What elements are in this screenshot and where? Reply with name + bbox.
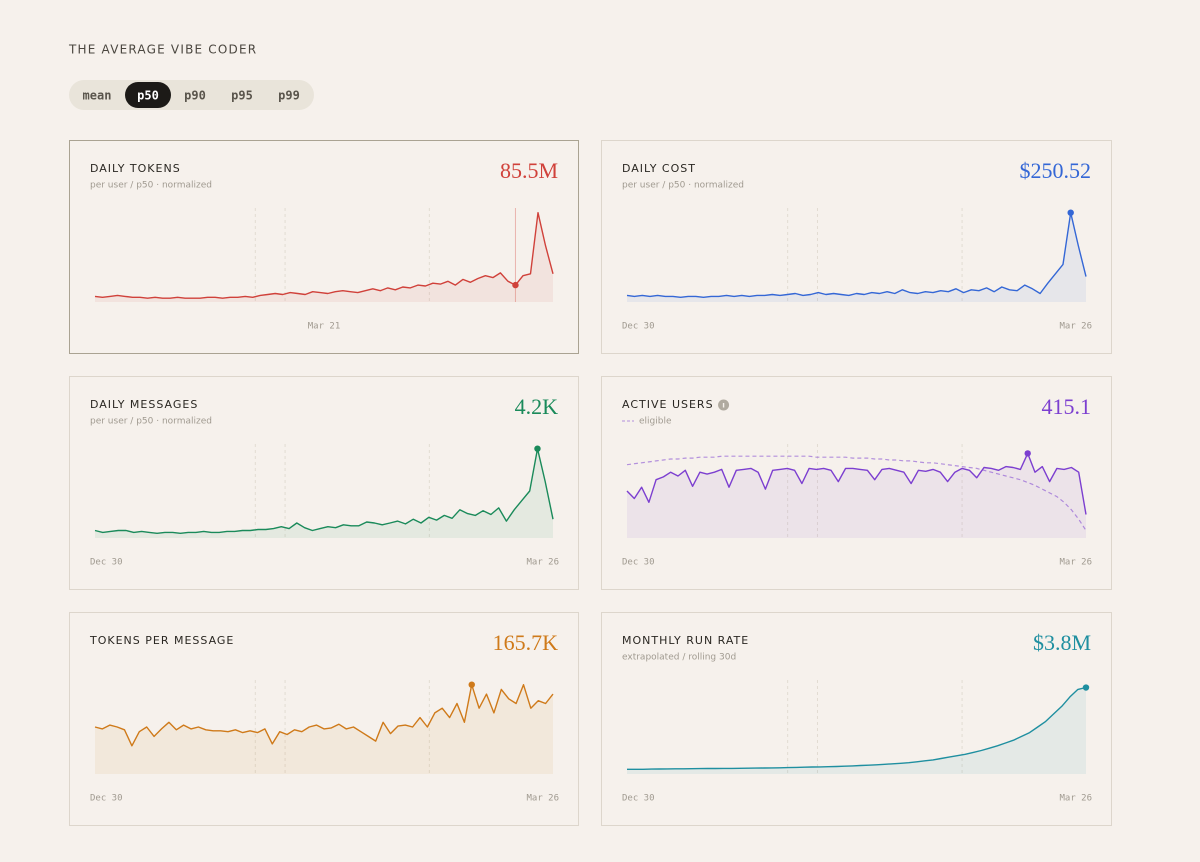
card-title: DAILY MESSAGES <box>90 398 198 411</box>
card-title: TOKENS PER MESSAGE <box>89 634 234 647</box>
toggle-option[interactable]: p90 <box>184 89 206 103</box>
card-subtitle: per user / p50 · normalized <box>90 181 212 191</box>
area <box>627 453 1086 538</box>
card-subtitle: extrapolated / rolling 30d <box>622 653 736 663</box>
headline-value: $3.8M <box>1033 630 1091 655</box>
x-label: Dec 30 <box>90 794 123 804</box>
line <box>627 686 1087 770</box>
page-title: THE AVERAGE VIBE CODER <box>68 43 257 57</box>
toggle-option[interactable]: p95 <box>231 89 253 103</box>
legend-label: eligible <box>639 417 672 427</box>
card-title: DAILY COST <box>622 162 696 175</box>
x-label: Dec 30 <box>622 794 655 804</box>
headline-value: 415.1 <box>1042 394 1092 419</box>
x-label: Mar 26 <box>526 558 559 568</box>
card-frame <box>69 140 579 354</box>
card-frame <box>601 612 1112 826</box>
card-frame <box>69 612 579 826</box>
headline-value: $250.52 <box>1020 158 1092 183</box>
marker-dot <box>1067 209 1074 216</box>
line <box>626 212 1087 298</box>
chart-card: TOKENS PER MESSAGE 165.7K Dec 30 Mar 26 <box>69 612 579 826</box>
marker-dot <box>1024 450 1031 457</box>
card-frame <box>601 140 1112 354</box>
x-label: Mar 26 <box>526 794 559 804</box>
card-title: ACTIVE USERS <box>622 398 714 411</box>
headline-value: 165.7K <box>493 630 559 655</box>
card-title: MONTHLY RUN RATE <box>622 634 749 647</box>
area <box>95 448 553 538</box>
card-frame <box>601 376 1112 590</box>
x-label: Mar 26 <box>1059 322 1092 332</box>
line <box>94 212 554 299</box>
x-label: Dec 30 <box>622 322 655 332</box>
chart-card: MONTHLY RUN RATE extrapolated / rolling 3… <box>601 612 1112 826</box>
marker-dot <box>534 445 541 452</box>
info-glyph <box>722 403 725 408</box>
chart-card: DAILY MESSAGES per user / p50 · normalize… <box>69 376 579 590</box>
marker-dot <box>468 681 475 688</box>
card-frame <box>69 376 579 590</box>
chart-card: DAILY COST per user / p50 · normalized $25… <box>601 140 1112 354</box>
x-label: Mar 21 <box>308 322 341 332</box>
x-label: Mar 26 <box>1059 558 1092 568</box>
headline-value: 85.5M <box>500 158 558 183</box>
marker-dot <box>512 281 519 289</box>
toggle-option[interactable]: mean <box>83 89 112 103</box>
marker-dot <box>1082 684 1090 691</box>
toggle-active <box>125 82 171 108</box>
headline-value: 4.2K <box>515 394 559 419</box>
x-label: Mar 26 <box>1059 794 1092 804</box>
line <box>94 684 554 747</box>
chart-card: ACTIVE USERS 415.1 eligible Dec 30 Mar 26 <box>601 376 1112 590</box>
area <box>95 212 553 302</box>
chart-card: DAILY TOKENS per user / p50 · normalized 8… <box>69 140 579 354</box>
area <box>627 687 1086 774</box>
x-label: Dec 30 <box>90 558 123 568</box>
card-subtitle: per user / p50 · normalized <box>90 417 212 427</box>
line <box>626 452 1087 515</box>
toggle-option[interactable]: p50 <box>137 89 159 103</box>
line <box>94 448 554 534</box>
x-label: Dec 30 <box>622 558 655 568</box>
card-subtitle: per user / p50 · normalized <box>622 181 744 191</box>
toggle-option[interactable]: p99 <box>278 89 300 103</box>
card-title: DAILY TOKENS <box>90 162 181 175</box>
